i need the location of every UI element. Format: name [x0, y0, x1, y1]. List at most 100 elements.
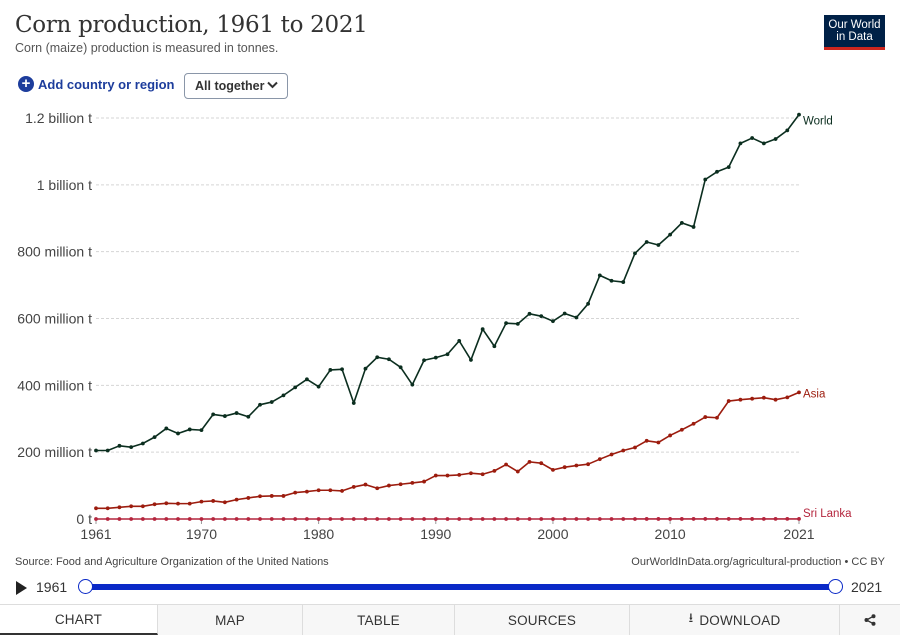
data-point — [164, 517, 169, 521]
y-tick-label: 600 million t — [17, 311, 92, 327]
data-point — [340, 489, 344, 493]
data-point — [445, 473, 450, 478]
data-point — [422, 517, 426, 521]
data-point — [211, 517, 216, 521]
data-point — [457, 338, 462, 343]
data-point — [422, 358, 426, 363]
data-point — [351, 401, 356, 405]
data-point — [633, 517, 637, 521]
data-point — [129, 445, 134, 450]
share-icon — [864, 614, 876, 626]
data-point — [398, 517, 403, 521]
data-point — [656, 440, 661, 445]
y-tick-label: 0 t — [76, 511, 92, 527]
data-point — [679, 221, 684, 225]
add-country-button[interactable]: + Add country or region — [18, 76, 175, 92]
series-label[interactable]: World — [803, 116, 833, 128]
data-point — [785, 128, 790, 133]
data-point — [199, 499, 204, 504]
data-point — [187, 501, 192, 506]
data-point — [539, 461, 544, 466]
data-point — [398, 365, 403, 370]
data-point — [469, 471, 473, 476]
data-point — [492, 517, 497, 521]
owid-logo[interactable]: Our World in Data — [824, 15, 885, 50]
logo-line-1: Our World — [828, 19, 881, 31]
data-point — [551, 517, 555, 521]
data-point — [668, 433, 673, 438]
timeline-end-handle[interactable] — [828, 579, 843, 594]
share-button[interactable] — [840, 605, 900, 635]
data-point — [117, 505, 122, 510]
data-point — [726, 165, 731, 170]
data-point — [551, 319, 555, 324]
data-point — [293, 385, 298, 390]
series-label[interactable]: Asia — [803, 388, 826, 400]
data-point — [234, 517, 239, 521]
page-title: Corn production, 1961 to 2021 — [15, 12, 368, 38]
data-point — [140, 504, 145, 509]
data-point — [761, 395, 766, 400]
download-icon: ⭳ — [688, 610, 694, 625]
data-point — [574, 463, 579, 468]
x-tick-label: 1970 — [186, 526, 217, 542]
data-point — [597, 457, 602, 462]
x-tick-label: 2010 — [655, 526, 686, 542]
data-point — [586, 462, 590, 467]
data-point — [691, 517, 696, 521]
data-point — [715, 415, 719, 420]
logo-line-2: in Data — [836, 31, 873, 43]
y-tick-label: 1 billion t — [37, 177, 92, 193]
timeline-track[interactable] — [84, 584, 836, 590]
data-point — [609, 278, 614, 283]
data-point — [351, 517, 356, 521]
data-point — [457, 517, 462, 521]
tab-download[interactable]: ⭳ DOWNLOAD — [630, 605, 840, 635]
line-chart: 0 t 200 million t 400 million t 600 million… — [17, 110, 852, 542]
credit-link[interactable]: OurWorldInData.org/agricultural-producti… — [631, 556, 885, 568]
data-point — [316, 517, 321, 521]
tab-sources[interactable]: SOURCES — [455, 605, 630, 635]
data-point — [679, 427, 684, 432]
play-icon[interactable] — [16, 581, 27, 595]
data-point — [469, 517, 473, 521]
data-point — [94, 506, 98, 511]
data-point — [422, 479, 426, 484]
source-note: Source: Food and Agriculture Organizatio… — [15, 556, 329, 568]
data-point — [340, 367, 344, 372]
data-point — [797, 390, 801, 395]
tab-table[interactable]: TABLE — [303, 605, 455, 635]
y-tick-label: 200 million t — [17, 444, 92, 460]
data-point — [480, 517, 485, 521]
data-point — [94, 517, 98, 521]
data-point — [504, 517, 508, 521]
data-point — [715, 169, 719, 174]
data-point — [562, 311, 567, 316]
data-point — [152, 502, 157, 507]
data-point — [445, 517, 450, 521]
data-point — [668, 232, 673, 237]
facet-select[interactable]: All together — [184, 73, 288, 99]
data-point — [644, 438, 649, 443]
data-point — [281, 393, 286, 398]
data-point — [761, 141, 766, 146]
data-point — [574, 517, 579, 521]
data-point — [129, 517, 134, 521]
tab-map[interactable]: MAP — [158, 605, 303, 635]
data-point — [269, 494, 274, 498]
plus-icon: + — [18, 76, 34, 92]
data-point — [586, 301, 590, 306]
data-point — [750, 136, 755, 140]
data-point — [527, 459, 532, 464]
data-point — [105, 448, 110, 453]
data-point — [176, 431, 180, 436]
data-point — [773, 397, 778, 402]
data-point — [305, 517, 309, 521]
timeline-start-handle[interactable] — [78, 579, 93, 594]
tab-chart[interactable]: CHART — [0, 605, 158, 635]
series-label[interactable]: Sri Lanka — [803, 508, 852, 520]
y-tick-label: 400 million t — [17, 377, 92, 393]
grid-layer — [96, 117, 800, 453]
data-point — [504, 462, 508, 467]
data-point — [176, 517, 180, 521]
